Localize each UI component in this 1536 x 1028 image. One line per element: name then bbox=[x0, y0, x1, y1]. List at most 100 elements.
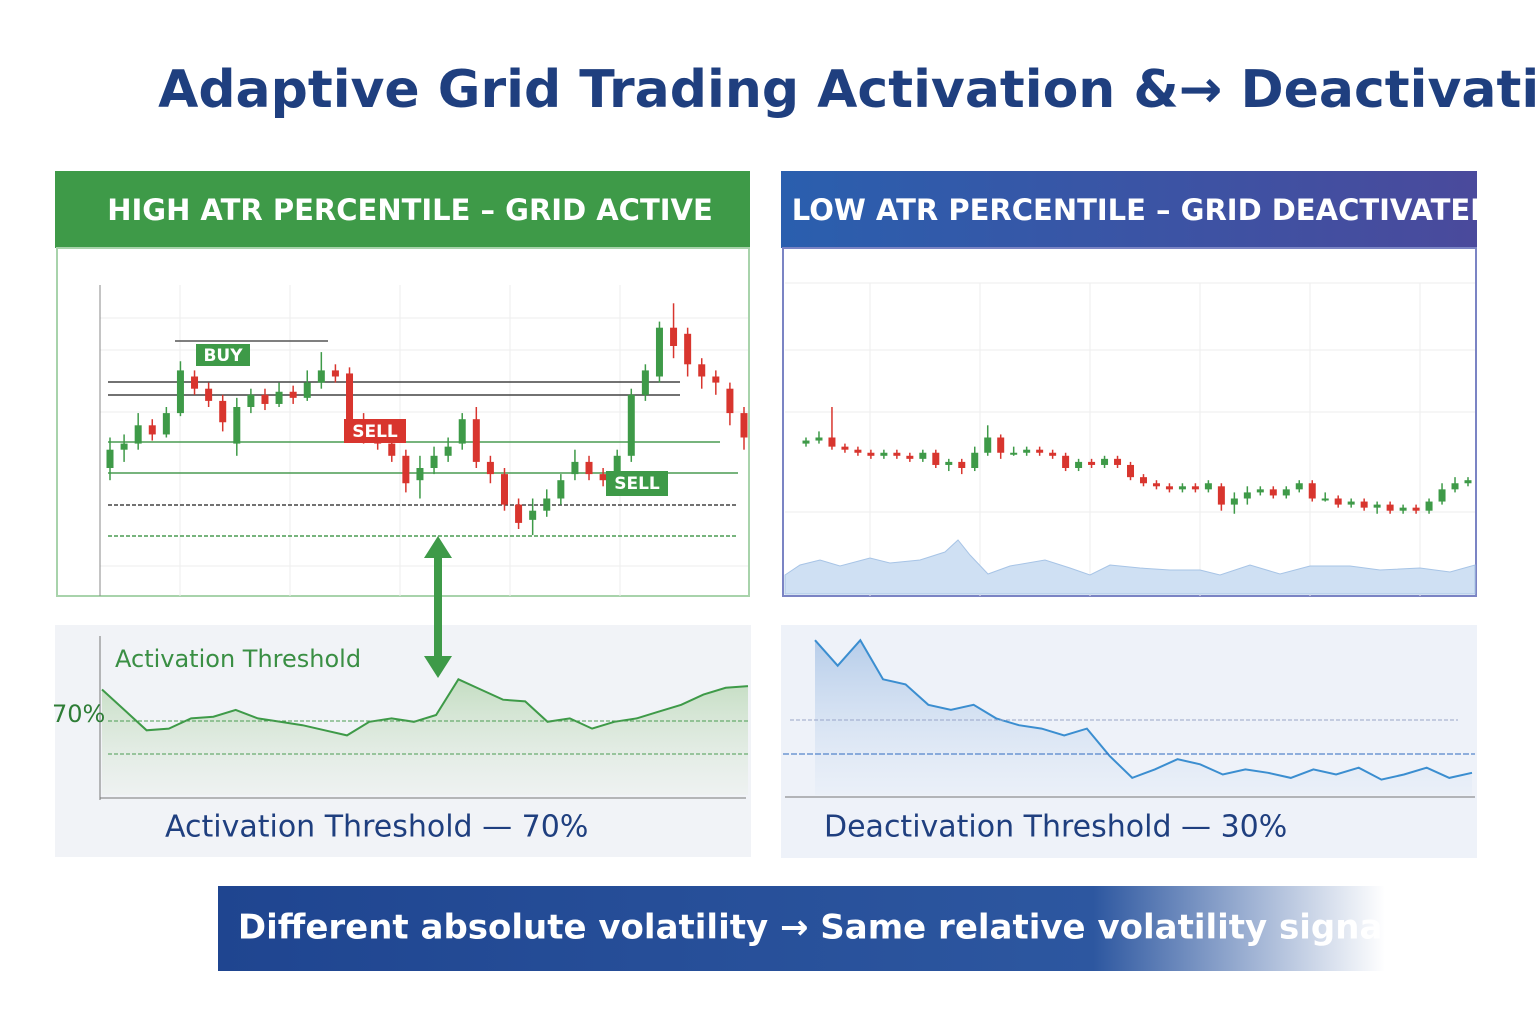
candle-body bbox=[486, 461, 494, 475]
candle-body bbox=[867, 452, 875, 456]
candle-body bbox=[515, 504, 523, 523]
candle-body bbox=[1425, 501, 1433, 511]
candle-body bbox=[346, 373, 354, 420]
candle-body bbox=[599, 474, 607, 481]
sell-label: SELL bbox=[614, 474, 660, 494]
candle-body bbox=[289, 391, 297, 398]
candle-body bbox=[275, 391, 283, 404]
title: Adaptive Grid Trading Activation &→ Deac… bbox=[158, 60, 1536, 120]
candle-body bbox=[945, 461, 953, 465]
left-atr bbox=[101, 678, 749, 795]
candle-body bbox=[585, 461, 593, 475]
right-atr bbox=[814, 638, 1473, 795]
candle-body bbox=[1049, 452, 1057, 456]
atr-area bbox=[102, 679, 748, 795]
sell-label: SELL bbox=[352, 422, 398, 442]
candle-body bbox=[1023, 449, 1031, 453]
candle-body bbox=[317, 370, 325, 383]
candle-body bbox=[712, 376, 720, 383]
candle-body bbox=[176, 370, 184, 414]
candle-body bbox=[1204, 483, 1212, 490]
candle-body bbox=[919, 452, 927, 459]
candle-body bbox=[543, 498, 551, 511]
volume-area bbox=[784, 539, 1476, 595]
candle-body bbox=[303, 382, 311, 398]
candle-body bbox=[906, 455, 914, 459]
right-candles bbox=[802, 407, 1472, 514]
candle-body bbox=[233, 407, 241, 444]
candle-body bbox=[802, 440, 810, 444]
candle-body bbox=[1036, 449, 1044, 453]
candle-body bbox=[641, 370, 649, 395]
candle-body bbox=[1217, 486, 1225, 505]
right-chart-frame bbox=[782, 247, 1477, 597]
candle-body bbox=[815, 437, 823, 441]
candle-body bbox=[971, 452, 979, 468]
candle-body bbox=[670, 327, 678, 346]
candle-body bbox=[1191, 486, 1199, 490]
candle-body bbox=[740, 413, 748, 438]
atr-area bbox=[815, 640, 1472, 795]
banner-bg bbox=[218, 886, 1385, 971]
candle-body bbox=[613, 455, 621, 481]
candle-body bbox=[1295, 483, 1303, 490]
candle-body bbox=[106, 449, 114, 468]
candle-body bbox=[247, 394, 255, 407]
caption: Activation Threshold — 70% bbox=[165, 810, 588, 845]
candle-body bbox=[893, 452, 901, 456]
candle-body bbox=[134, 425, 142, 444]
candle-body bbox=[1230, 498, 1238, 505]
candle-body bbox=[1334, 498, 1342, 505]
candle-body bbox=[331, 370, 339, 377]
candle-body bbox=[698, 364, 706, 377]
candle-body bbox=[1386, 504, 1394, 511]
candle-body bbox=[1399, 507, 1407, 511]
candle-body bbox=[500, 474, 508, 505]
candle-body bbox=[1269, 489, 1277, 496]
candle-body bbox=[1101, 458, 1109, 465]
candle-body bbox=[726, 388, 734, 414]
candle-body bbox=[205, 388, 213, 401]
candle-body bbox=[841, 446, 849, 450]
candle-body bbox=[444, 446, 452, 456]
candle-body bbox=[1075, 461, 1083, 468]
candle-body bbox=[932, 452, 940, 465]
candle-body bbox=[1438, 489, 1446, 502]
candle-body bbox=[1114, 458, 1122, 465]
buy-label: BUY bbox=[203, 346, 243, 366]
candle-body bbox=[997, 437, 1005, 453]
candle-body bbox=[191, 376, 199, 389]
candle-body bbox=[120, 443, 128, 450]
candle-body bbox=[984, 437, 992, 453]
candle-body bbox=[684, 333, 692, 365]
candle-body bbox=[854, 449, 862, 453]
atr-line bbox=[101, 678, 749, 737]
candle-body bbox=[1088, 461, 1096, 465]
candle-body bbox=[1010, 452, 1018, 455]
candle-body bbox=[1178, 486, 1186, 490]
arrow-head bbox=[424, 536, 452, 558]
candle-body bbox=[557, 480, 565, 499]
candle-body bbox=[627, 394, 635, 456]
candle-body bbox=[472, 419, 480, 462]
candle-body bbox=[388, 443, 396, 456]
candle-body bbox=[148, 425, 156, 435]
buy-tag bbox=[196, 344, 250, 366]
candle-body bbox=[1321, 498, 1329, 501]
candle-body bbox=[1062, 455, 1070, 468]
candle-body bbox=[1412, 507, 1420, 511]
candle-body bbox=[1347, 501, 1355, 505]
left-header-bg bbox=[55, 171, 750, 248]
candle-body bbox=[880, 452, 888, 456]
candle-body bbox=[219, 400, 227, 423]
sell-tag bbox=[606, 471, 668, 496]
left-header: HIGH ATR PERCENTILE – GRID ACTIVE bbox=[107, 193, 713, 227]
candle-body bbox=[458, 419, 466, 444]
atr-label: Activation Threshold bbox=[115, 645, 361, 673]
candle-body bbox=[1282, 489, 1290, 496]
sell-tag bbox=[344, 419, 406, 443]
right-grid bbox=[785, 282, 1475, 596]
candle-body bbox=[529, 510, 537, 520]
candle-body bbox=[430, 455, 438, 468]
arrow-head bbox=[424, 656, 452, 678]
